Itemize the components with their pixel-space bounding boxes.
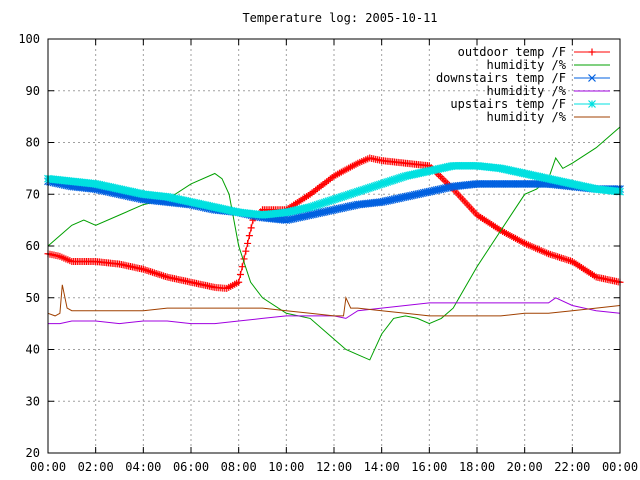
legend-entry: humidity /% bbox=[487, 84, 610, 98]
data-point bbox=[238, 263, 246, 271]
legend-entry: outdoor temp /F bbox=[458, 45, 610, 59]
data-point bbox=[235, 278, 243, 286]
x-tick-label: 22:00 bbox=[554, 460, 590, 474]
y-tick-label: 30 bbox=[26, 394, 40, 408]
x-tick-label: 04:00 bbox=[125, 460, 161, 474]
x-tick-label: 14:00 bbox=[364, 460, 400, 474]
data-point bbox=[236, 270, 244, 278]
series-line bbox=[47, 284, 621, 317]
y-tick-label: 100 bbox=[18, 32, 40, 46]
legend-marker bbox=[588, 74, 596, 82]
series-5 bbox=[44, 161, 624, 219]
series-layer bbox=[44, 126, 624, 361]
x-tick-label: 00:00 bbox=[602, 460, 638, 474]
y-tick-label: 90 bbox=[26, 84, 40, 98]
y-tick-label: 50 bbox=[26, 291, 40, 305]
legend-label: upstairs temp /F bbox=[450, 97, 566, 111]
chart-title: Temperature log: 2005-10-11 bbox=[242, 11, 437, 25]
series-line bbox=[48, 297, 621, 325]
legend-entry: upstairs temp /F bbox=[450, 97, 610, 111]
legend-label: downstairs temp /F bbox=[436, 71, 566, 85]
x-tick-label: 02:00 bbox=[78, 460, 114, 474]
data-point bbox=[245, 232, 253, 240]
series-6 bbox=[47, 284, 621, 317]
data-point bbox=[244, 239, 252, 247]
y-tick-label: 40 bbox=[26, 343, 40, 357]
x-axis-ticks: 00:00 02:00 04:00 06:00 08:00 10:00 12:00 14:00… bbox=[30, 39, 638, 474]
legend-marker bbox=[588, 100, 596, 108]
legend-marker bbox=[588, 48, 596, 56]
y-tick-label: 60 bbox=[26, 239, 40, 253]
y-axis-ticks: 20 30 40 50 60 70 80 90 100 bbox=[18, 32, 620, 460]
legend-label: humidity /% bbox=[487, 84, 567, 98]
x-tick-label: 18:00 bbox=[459, 460, 495, 474]
x-tick-label: 12:00 bbox=[316, 460, 352, 474]
x-tick-label: 00:00 bbox=[30, 460, 66, 474]
legend-entry: humidity /% bbox=[487, 110, 610, 124]
series-4 bbox=[48, 297, 621, 325]
y-tick-label: 70 bbox=[26, 187, 40, 201]
x-tick-label: 08:00 bbox=[221, 460, 257, 474]
legend-label: humidity /% bbox=[487, 58, 567, 72]
x-tick-label: 16:00 bbox=[411, 460, 447, 474]
legend-label: outdoor temp /F bbox=[458, 45, 566, 59]
data-point bbox=[247, 224, 255, 232]
x-tick-label: 10:00 bbox=[268, 460, 304, 474]
y-tick-label: 20 bbox=[26, 446, 40, 460]
y-tick-label: 80 bbox=[26, 136, 40, 150]
x-tick-label: 20:00 bbox=[507, 460, 543, 474]
legend-label: humidity /% bbox=[487, 110, 567, 124]
x-tick-label: 06:00 bbox=[173, 460, 209, 474]
legend-entry: humidity /% bbox=[487, 58, 610, 72]
legend-entry: downstairs temp /F bbox=[436, 71, 610, 85]
data-point bbox=[242, 247, 250, 255]
